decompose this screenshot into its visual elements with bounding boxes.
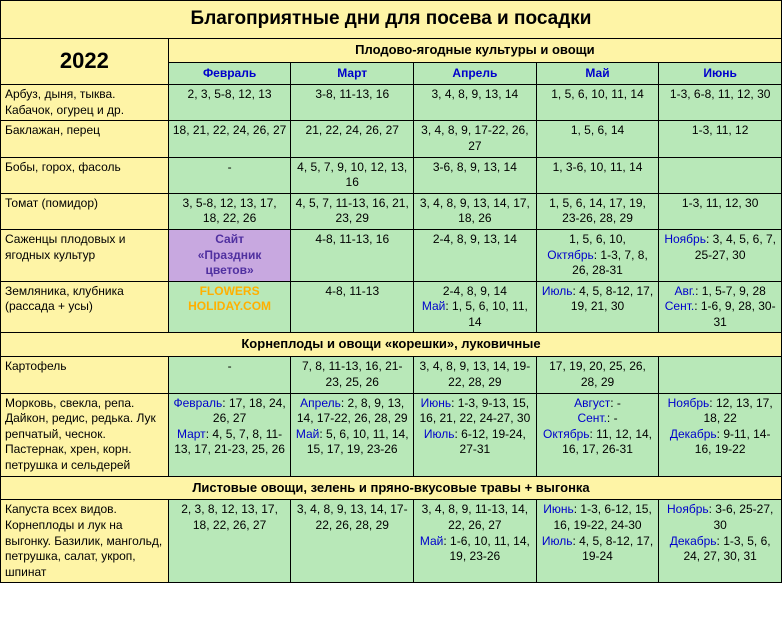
row-zemlyanika: Земляника, клубника (рассада + усы) FLOW… xyxy=(1,281,782,333)
section3-header: Листовые овощи, зелень и пряно-вкусовые … xyxy=(1,476,782,500)
cell-jun: Ноябрь: 12, 13, 17, 18, 22 Декабрь: 9-11… xyxy=(659,393,782,476)
page-title: Благоприятные дни для посева и посадки xyxy=(1,1,782,39)
cell-may: 1, 5, 6, 10, Октябрь: 1-3, 7, 8, 26, 28-… xyxy=(536,229,659,281)
cell-apr: 3, 4, 8, 9, 13, 14 xyxy=(414,85,537,121)
cell-mar: 4, 5, 7, 11-13, 16, 21, 23, 29 xyxy=(291,193,414,229)
cell-may: 17, 19, 20, 25, 26, 28, 29 xyxy=(536,357,659,393)
section1-header: Плодово-ягодные культуры и овощи xyxy=(168,38,781,62)
row-tomat: Томат (помидор) 3, 5-8, 12, 13, 17, 18, … xyxy=(1,193,782,229)
cell-may: Август: - Сент.: - Октябрь: 11, 12, 14, … xyxy=(536,393,659,476)
crop-label: Бобы, горох, фасоль xyxy=(1,157,169,193)
cell-may: Июль: 4, 5, 8-12, 17, 19, 21, 30 xyxy=(536,281,659,333)
cell-may: 1, 3-6, 10, 11, 14 xyxy=(536,157,659,193)
cell-mar: 4-8, 11-13 xyxy=(291,281,414,333)
month-jun: Июнь xyxy=(659,62,782,85)
cell-may: 1, 5, 6, 14, 17, 19, 23-26, 28, 29 xyxy=(536,193,659,229)
cell-feb: Февраль: 17, 18, 24, 26, 27 Март: 4, 5, … xyxy=(168,393,291,476)
row-arbuz: Арбуз, дыня, тыква. Кабачок, огурец и др… xyxy=(1,85,782,121)
crop-label: Земляника, клубника (рассада + усы) xyxy=(1,281,169,333)
year-cell: 2022 xyxy=(1,38,169,84)
cell-feb: 18, 21, 22, 24, 26, 27 xyxy=(168,121,291,157)
cell-jun: Ноябрь: 3-6, 25-27, 30 Декабрь: 1-3, 5, … xyxy=(659,500,782,583)
cell-mar: 4-8, 11-13, 16 xyxy=(291,229,414,281)
planting-calendar: Благоприятные дни для посева и посадки 2… xyxy=(0,0,782,583)
cell-apr: 3, 4, 8, 9, 17-22, 26, 27 xyxy=(414,121,537,157)
cell-mar: 4, 5, 7, 9, 10, 12, 13, 16 xyxy=(291,157,414,193)
cell-may: 1, 5, 6, 10, 11, 14 xyxy=(536,85,659,121)
cell-mar: 3-8, 11-13, 16 xyxy=(291,85,414,121)
watermark-cell: FLOWERSHOLIDAY.COM xyxy=(168,281,291,333)
cell-mar: Апрель: 2, 8, 9, 13, 14, 17-22, 26, 28, … xyxy=(291,393,414,476)
row-sazhency: Саженцы плодовых и ягодных культур Сайт«… xyxy=(1,229,782,281)
cell-jun: 1-3, 6-8, 11, 12, 30 xyxy=(659,85,782,121)
cell-mar: 7, 8, 11-13, 16, 21-23, 25, 26 xyxy=(291,357,414,393)
row-boby: Бобы, горох, фасоль - 4, 5, 7, 9, 10, 12… xyxy=(1,157,782,193)
watermark-cell: Сайт«Праздникцветов» xyxy=(168,229,291,281)
cell-apr: 2-4, 8, 9, 14 Май: 1, 5, 6, 10, 11, 14 xyxy=(414,281,537,333)
month-mar: Март xyxy=(291,62,414,85)
header-row-1: 2022 Плодово-ягодные культуры и овощи xyxy=(1,38,782,62)
row-kapusta: Капуста всех видов. Корнеплоды и лук на … xyxy=(1,500,782,583)
cell-feb: 2, 3, 8, 12, 13, 17, 18, 22, 26, 27 xyxy=(168,500,291,583)
cell-jun xyxy=(659,157,782,193)
cell-apr: 3, 4, 8, 9, 13, 14, 19-22, 28, 29 xyxy=(414,357,537,393)
crop-label: Картофель xyxy=(1,357,169,393)
title-row: Благоприятные дни для посева и посадки xyxy=(1,1,782,39)
cell-jun: Авг.: 1, 5-7, 9, 28 Сент.: 1-6, 9, 28, 3… xyxy=(659,281,782,333)
cell-mar: 3, 4, 8, 9, 13, 14, 17-22, 26, 28, 29 xyxy=(291,500,414,583)
cell-apr: 3, 4, 8, 9, 11-13, 14, 22, 26, 27 Май: 1… xyxy=(414,500,537,583)
month-apr: Апрель xyxy=(414,62,537,85)
crop-label: Морковь, свекла, репа. Дайкон, редис, ре… xyxy=(1,393,169,476)
cell-jun: 1-3, 11, 12 xyxy=(659,121,782,157)
cell-jun: Ноябрь: 3, 4, 5, 6, 7, 25-27, 30 xyxy=(659,229,782,281)
crop-label: Томат (помидор) xyxy=(1,193,169,229)
cell-apr: 2-4, 8, 9, 13, 14 xyxy=(414,229,537,281)
cell-may: 1, 5, 6, 14 xyxy=(536,121,659,157)
cell-feb: - xyxy=(168,157,291,193)
cell-may: Июнь: 1-3, 6-12, 15, 16, 19-22, 24-30 Ию… xyxy=(536,500,659,583)
section3-row: Листовые овощи, зелень и пряно-вкусовые … xyxy=(1,476,782,500)
row-morkov: Морковь, свекла, репа. Дайкон, редис, ре… xyxy=(1,393,782,476)
cell-feb: 3, 5-8, 12, 13, 17, 18, 22, 26 xyxy=(168,193,291,229)
cell-apr: Июнь: 1-3, 9-13, 15, 16, 21, 22, 24-27, … xyxy=(414,393,537,476)
row-kartofel: Картофель - 7, 8, 11-13, 16, 21-23, 25, … xyxy=(1,357,782,393)
cell-apr: 3-6, 8, 9, 13, 14 xyxy=(414,157,537,193)
section2-header: Корнеплоды и овощи «корешки», луковичные xyxy=(1,333,782,357)
crop-label: Саженцы плодовых и ягодных культур xyxy=(1,229,169,281)
row-baklazhan: Баклажан, перец 18, 21, 22, 24, 26, 27 2… xyxy=(1,121,782,157)
crop-label: Арбуз, дыня, тыква. Кабачок, огурец и др… xyxy=(1,85,169,121)
cell-jun xyxy=(659,357,782,393)
cell-mar: 21, 22, 24, 26, 27 xyxy=(291,121,414,157)
crop-label: Капуста всех видов. Корнеплоды и лук на … xyxy=(1,500,169,583)
cell-feb: - xyxy=(168,357,291,393)
crop-label: Баклажан, перец xyxy=(1,121,169,157)
cell-jun: 1-3, 11, 12, 30 xyxy=(659,193,782,229)
month-feb: Февраль xyxy=(168,62,291,85)
month-may: Май xyxy=(536,62,659,85)
cell-apr: 3, 4, 8, 9, 13, 14, 17, 18, 26 xyxy=(414,193,537,229)
cell-feb: 2, 3, 5-8, 12, 13 xyxy=(168,85,291,121)
section2-row: Корнеплоды и овощи «корешки», луковичные xyxy=(1,333,782,357)
